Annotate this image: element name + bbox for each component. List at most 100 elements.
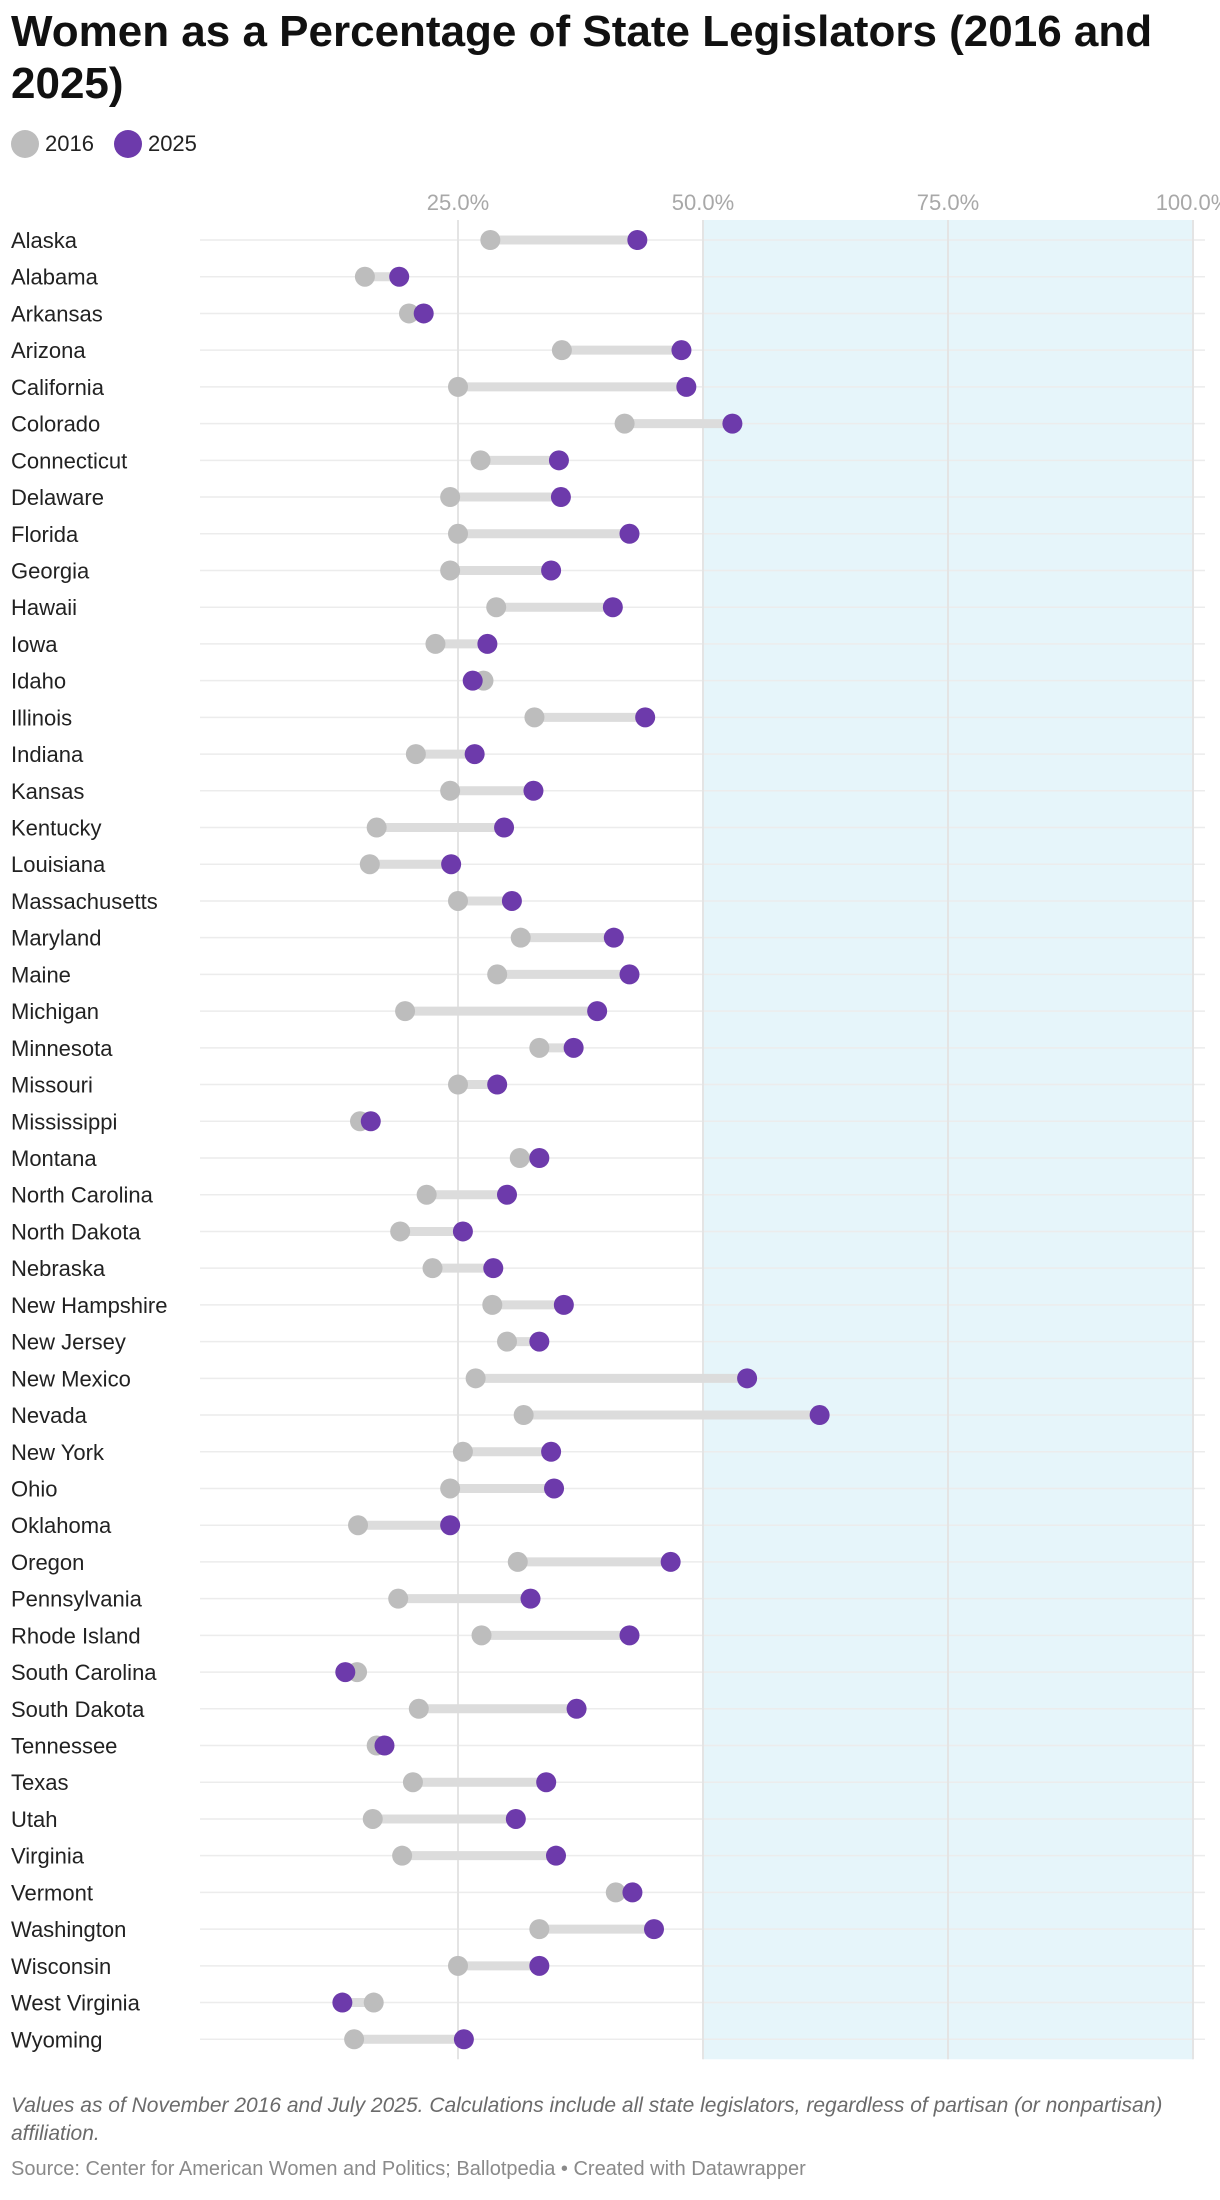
- dot-2016: [513, 1405, 534, 1426]
- state-label: Missouri: [11, 1073, 93, 1098]
- dot-2016: [395, 1001, 416, 1022]
- dot-2016: [440, 1478, 461, 1499]
- state-label: New Hampshire: [11, 1293, 168, 1318]
- dot-2025: [541, 560, 562, 581]
- dot-2025: [389, 266, 410, 287]
- state-label: Iowa: [11, 632, 58, 657]
- dot-2016: [487, 964, 508, 985]
- legend-swatch-2025: [113, 130, 142, 158]
- dot-2016: [440, 780, 461, 801]
- state-label: Oregon: [11, 1550, 84, 1575]
- state-label: Indiana: [11, 742, 84, 767]
- dot-2016: [390, 1221, 411, 1242]
- state-label: North Carolina: [11, 1183, 154, 1208]
- state-label: New Jersey: [11, 1330, 126, 1355]
- dot-2025: [529, 1148, 550, 1168]
- dot-2016: [507, 1551, 528, 1572]
- chart-source: Source: Center for American Women and Po…: [11, 2158, 806, 2180]
- state-label: Ohio: [11, 1476, 57, 1501]
- dot-2016: [362, 1808, 383, 1829]
- dot-2016: [408, 1698, 429, 1719]
- dot-2025: [501, 890, 522, 911]
- dot-2016: [465, 1368, 486, 1389]
- dot-2025: [676, 376, 697, 397]
- dot-2016: [448, 890, 468, 911]
- chart-title: Women as a Percentage of State Legislato…: [11, 7, 1153, 108]
- dot-2016: [363, 1992, 384, 2013]
- dot-2025: [566, 1698, 587, 1719]
- dot-2025: [452, 1221, 473, 1242]
- state-label: Hawaii: [11, 595, 77, 620]
- dot-2016: [497, 1331, 517, 1352]
- dot-2025: [441, 854, 462, 875]
- dot-2016: [551, 340, 572, 361]
- dot-2025: [505, 1808, 526, 1829]
- state-label: California: [11, 375, 105, 400]
- dot-2025: [497, 1184, 517, 1205]
- state-label: Pennsylvania: [11, 1587, 143, 1612]
- dot-2025: [627, 230, 648, 250]
- dot-2025: [464, 744, 485, 765]
- dot-2016: [524, 707, 545, 728]
- range-dot-chart: 25.0% 50.0% 75.0% 100.0% Alaska Alabama Arkans…: [11, 190, 1220, 2060]
- dot-2025: [619, 1625, 640, 1646]
- dot-2025: [541, 1441, 562, 1462]
- dot-2025: [529, 1955, 550, 1976]
- state-label: Massachusetts: [11, 889, 158, 914]
- dot-2025: [548, 450, 569, 471]
- dot-2025: [335, 1662, 356, 1683]
- dot-2025: [453, 2029, 474, 2050]
- dot-2016: [448, 1074, 468, 1095]
- state-label: Oklahoma: [11, 1513, 112, 1538]
- state-label: Louisiana: [11, 852, 106, 877]
- x-tick-label: 25.0%: [427, 190, 489, 215]
- dot-2016: [471, 1625, 492, 1646]
- state-label: Kansas: [11, 779, 84, 804]
- dot-2016: [448, 523, 468, 544]
- dot-2016: [614, 413, 635, 434]
- dot-2025: [487, 1074, 508, 1095]
- dot-2016: [359, 854, 380, 875]
- dot-2025: [671, 340, 692, 361]
- legend-label-2016: 2016: [45, 131, 94, 156]
- state-label: Arkansas: [11, 301, 103, 326]
- state-label: Maryland: [11, 926, 101, 951]
- dot-2016: [480, 230, 501, 250]
- dot-2025: [553, 1294, 574, 1315]
- dot-2025: [635, 707, 656, 728]
- dot-2016: [348, 1515, 369, 1536]
- dot-2025: [622, 1882, 643, 1903]
- dot-2025: [544, 1478, 565, 1499]
- state-label: South Dakota: [11, 1697, 145, 1722]
- state-label: Arizona: [11, 338, 86, 363]
- state-label: Delaware: [11, 485, 104, 510]
- dot-2025: [550, 487, 571, 508]
- state-label: Florida: [11, 522, 79, 547]
- dot-2025: [809, 1405, 830, 1426]
- chart-note: Values as of November 2016 and July 2025…: [11, 2094, 1163, 2145]
- state-label: Montana: [11, 1146, 97, 1171]
- state-label: West Virginia: [11, 1991, 141, 2016]
- legend-item-2025: 2025: [113, 130, 197, 158]
- state-label: Colorado: [11, 412, 100, 437]
- x-tick-label: 75.0%: [917, 190, 979, 215]
- state-label: Minnesota: [11, 1036, 113, 1061]
- legend: 2016 2025: [11, 130, 217, 158]
- state-label: Tennessee: [11, 1734, 117, 1759]
- dot-2025: [563, 1037, 584, 1058]
- dot-2016: [399, 303, 419, 324]
- state-label: North Dakota: [11, 1219, 141, 1244]
- dot-2016: [529, 1919, 550, 1940]
- state-label: Alabama: [11, 265, 99, 290]
- state-label: Rhode Island: [11, 1623, 141, 1648]
- dot-2016: [422, 1258, 443, 1279]
- dot-2025: [587, 1001, 608, 1022]
- dot-2025: [483, 1258, 504, 1279]
- dot-2016: [425, 633, 446, 654]
- legend-label-2025: 2025: [147, 131, 197, 156]
- dot-2016: [448, 1955, 468, 1976]
- dot-2016: [486, 597, 507, 618]
- dot-2016: [416, 1184, 437, 1205]
- state-label: Virginia: [11, 1844, 85, 1869]
- dot-2025: [462, 670, 483, 691]
